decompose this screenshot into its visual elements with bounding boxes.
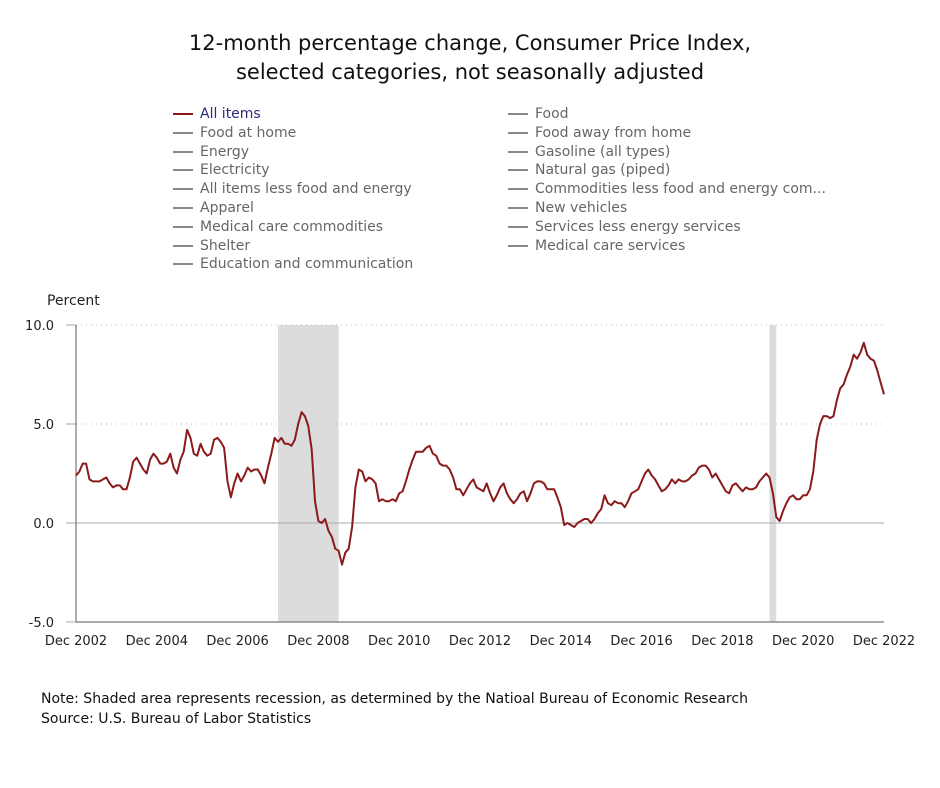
legend-item[interactable]: Gasoline (all types) (508, 143, 670, 162)
legend-item[interactable]: Food at home (173, 124, 296, 143)
legend-line-icon (508, 131, 528, 134)
legend-item[interactable]: Energy (173, 143, 249, 162)
legend-line-icon (508, 244, 528, 247)
x-tick-label: Dec 2012 (449, 634, 511, 649)
legend-label: Gasoline (all types) (535, 143, 671, 160)
y-tick-label: -5.0 (29, 616, 54, 631)
legend-item[interactable]: Natural gas (piped) (508, 161, 670, 180)
y-tick-label: 5.0 (33, 418, 54, 433)
x-tick-label: Dec 2004 (126, 634, 188, 649)
legend-item[interactable]: Food (508, 105, 569, 124)
legend-item[interactable]: Commodities less food and energy com... (508, 180, 826, 199)
legend-item[interactable]: All items less food and energy (173, 180, 412, 199)
legend-label: Services less energy services (535, 218, 741, 235)
legend-item[interactable]: New vehicles (508, 199, 627, 218)
legend-label: Shelter (200, 237, 251, 254)
x-tick-label: Dec 2020 (772, 634, 834, 649)
x-tick-label: Dec 2022 (853, 634, 915, 649)
legend-label: Food away from home (535, 124, 692, 141)
source-text: Source: U.S. Bureau of Labor Statistics (41, 711, 312, 727)
legend-item[interactable]: Apparel (173, 199, 254, 218)
legend-label: Food (535, 106, 569, 122)
legend-item[interactable]: All items (173, 105, 261, 124)
legend-line-icon (173, 188, 193, 191)
legend-line-icon (508, 150, 528, 153)
legend-item[interactable]: Shelter (173, 237, 250, 256)
legend-item[interactable]: Services less energy services (508, 218, 741, 237)
legend-label: Natural gas (piped) (535, 162, 671, 179)
legend-line-icon (508, 207, 528, 209)
legend-label: Education and communication (200, 256, 414, 273)
legend-label: Medical care commodities (200, 218, 384, 235)
legend-line-icon (508, 225, 528, 228)
chart-subtitle: selected categories, not seasonally adju… (235, 60, 705, 84)
legend-item[interactable]: Electricity (173, 161, 270, 180)
legend-label: Food at home (200, 124, 297, 141)
recession-shade (769, 325, 777, 622)
legend-line-icon (173, 113, 193, 115)
legend-label: Medical care services (535, 237, 686, 254)
y-tick-label: 10.0 (25, 319, 54, 334)
y-axis-label: Percent (47, 293, 100, 309)
legend-label: Electricity (200, 162, 270, 179)
x-tick-label: Dec 2014 (530, 634, 592, 649)
legend-line-icon (173, 263, 193, 266)
legend-item[interactable]: Education and communication (173, 255, 413, 274)
chart-title: 12-month percentage change, Consumer Pri… (188, 31, 752, 55)
legend-item[interactable]: Medical care services (508, 237, 685, 256)
legend-line-icon (173, 207, 193, 209)
legend-label: Apparel (200, 200, 254, 216)
legend-line-icon (173, 244, 193, 247)
x-tick-label: Dec 2010 (368, 634, 430, 649)
legend-label: All items less food and energy (200, 181, 412, 198)
legend-item[interactable]: Medical care commodities (173, 218, 383, 237)
legend-line-icon (508, 188, 528, 191)
legend-line-icon (173, 169, 193, 172)
note-text: Note: Shaded area represents recession, … (41, 691, 748, 707)
legend-item[interactable]: Food away from home (508, 124, 691, 143)
legend-label: New vehicles (535, 200, 628, 216)
y-tick-label: 0.0 (33, 517, 54, 532)
x-tick-label: Dec 2008 (287, 634, 349, 649)
legend-line-icon (173, 131, 193, 134)
x-tick-label: Dec 2016 (610, 634, 672, 649)
legend-label: Commodities less food and energy com... (535, 181, 826, 198)
legend-line-icon (173, 150, 193, 153)
legend-line-icon (508, 113, 528, 115)
legend-label: All items (200, 106, 261, 122)
series-line-all-items (75, 341, 885, 566)
x-tick-label: Dec 2018 (691, 634, 753, 649)
legend-line-icon (508, 169, 528, 172)
recession-shade (278, 325, 339, 622)
legend-label: Energy (200, 143, 250, 160)
x-tick-label: Dec 2006 (206, 634, 268, 649)
x-tick-label: Dec 2002 (45, 634, 107, 649)
legend-line-icon (173, 225, 193, 228)
